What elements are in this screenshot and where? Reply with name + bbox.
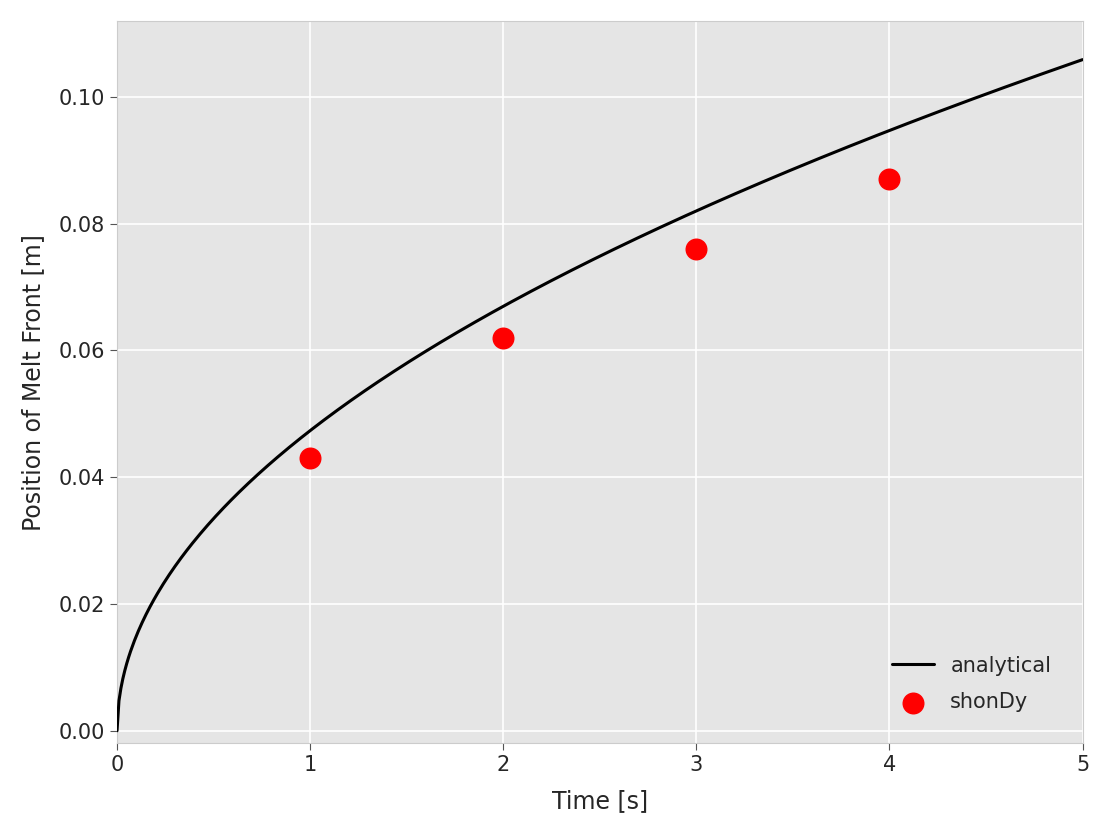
Line: analytical: analytical bbox=[117, 60, 1082, 731]
X-axis label: Time [s]: Time [s] bbox=[552, 789, 648, 813]
analytical bbox=[575, 260, 588, 270]
analytical bbox=[569, 264, 583, 274]
analytical bbox=[1052, 63, 1066, 73]
analytical bbox=[901, 118, 915, 128]
shonDy bbox=[880, 173, 898, 186]
Y-axis label: Position of Melt Front [m]: Position of Melt Front [m] bbox=[21, 234, 44, 530]
Legend: analytical, shonDy: analytical, shonDy bbox=[871, 635, 1072, 733]
analytical bbox=[633, 232, 646, 242]
analytical bbox=[685, 208, 698, 218]
shonDy bbox=[301, 451, 319, 465]
analytical bbox=[1076, 55, 1089, 65]
analytical bbox=[110, 726, 123, 736]
shonDy bbox=[494, 331, 512, 344]
shonDy bbox=[687, 243, 705, 256]
